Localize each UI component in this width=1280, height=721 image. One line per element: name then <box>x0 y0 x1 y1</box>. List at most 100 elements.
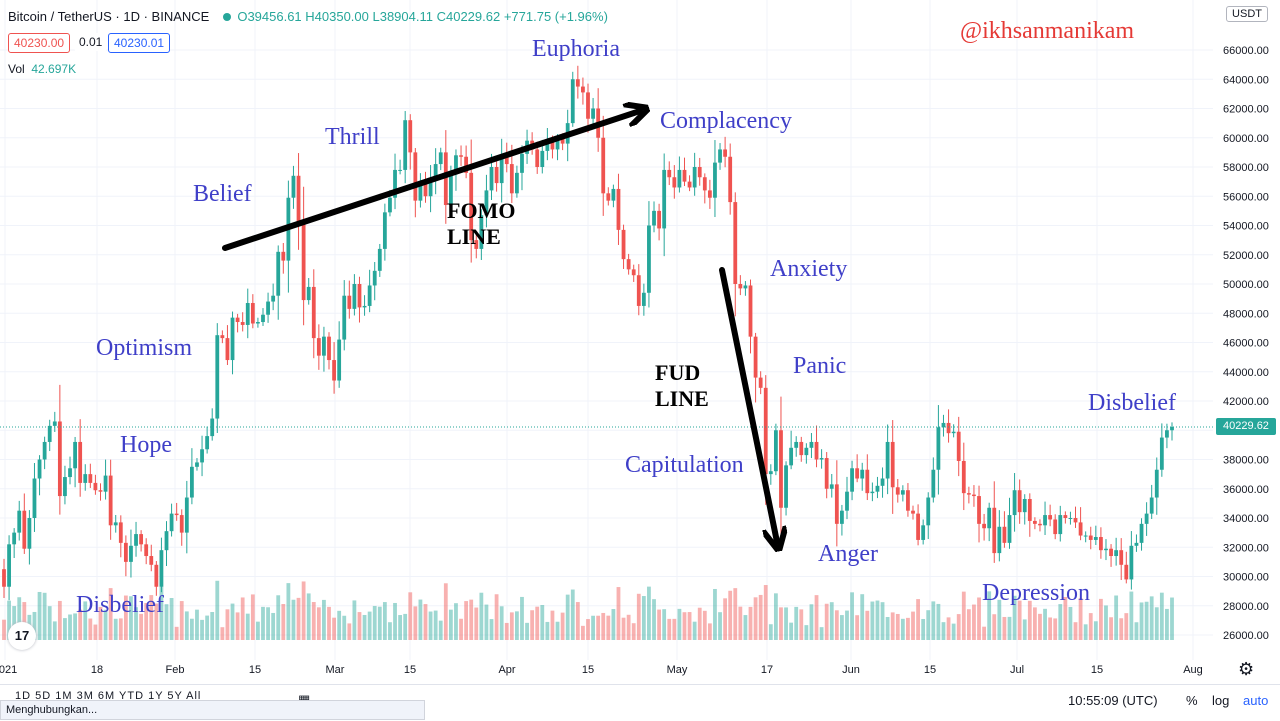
tradingview-logo-icon[interactable]: 17 <box>8 622 36 650</box>
volume-bar <box>525 622 529 640</box>
auto-scale-toggle[interactable]: auto <box>1243 693 1269 708</box>
candle-body <box>296 175 301 225</box>
volume-bar <box>1073 622 1078 640</box>
candle-body <box>702 177 707 191</box>
symbol-title[interactable]: Bitcoin / TetherUS · 1D · BINANCE <box>8 9 210 24</box>
price-tick-label: 60000.00 <box>1223 133 1269 145</box>
candle-body <box>22 510 27 549</box>
candle-body <box>164 531 169 551</box>
volume-bar <box>941 622 946 640</box>
volume-bar <box>936 603 941 640</box>
percent-toggle[interactable]: % <box>1186 693 1198 708</box>
volume-bar <box>301 581 306 640</box>
volume-bar <box>32 611 37 640</box>
candle-body <box>261 314 265 323</box>
candle-body <box>1088 535 1093 540</box>
volume-label: Vol <box>8 62 25 76</box>
volume-bar <box>42 592 47 640</box>
buy-price-button[interactable]: 40230.01 <box>108 33 171 53</box>
candle-body <box>987 507 992 529</box>
log-toggle[interactable]: log <box>1212 693 1230 708</box>
candle-body <box>459 155 463 157</box>
volume-bar <box>342 615 347 640</box>
volume-bar <box>93 624 98 640</box>
candle-body <box>474 240 479 249</box>
volume-bar <box>1099 598 1103 640</box>
volume-bar <box>946 617 951 640</box>
candle-body <box>1139 523 1144 543</box>
candle-body <box>1093 537 1098 540</box>
candle-body <box>73 441 77 469</box>
candle-body <box>337 339 342 381</box>
candle-body <box>443 152 448 206</box>
volume-bar <box>164 604 169 640</box>
volume-bar <box>281 603 286 640</box>
volume-bar <box>469 599 474 640</box>
volume-bar <box>906 617 910 640</box>
candle-body <box>327 336 331 361</box>
volume-bar <box>200 619 204 640</box>
candle-body <box>357 284 362 308</box>
price-axis-ticks: 66000.00 64000.00 62000.00 60000.00 58000.00… <box>1223 45 1269 642</box>
candle-body <box>652 210 656 226</box>
candle-body <box>195 462 199 467</box>
volume-bar <box>758 594 763 640</box>
volume-bar <box>509 612 514 640</box>
price-tick-label: 58000.00 <box>1223 162 1269 174</box>
volume-bar <box>332 617 336 640</box>
volume-bar <box>184 611 189 640</box>
utc-clock[interactable]: 10:55:09 (UTC) <box>1068 693 1158 708</box>
volume-bar <box>78 609 83 640</box>
candle-body <box>875 485 880 492</box>
volume-bar <box>890 612 895 640</box>
candle-body <box>139 534 144 545</box>
candle-body <box>32 478 37 518</box>
candle-body <box>281 251 286 261</box>
volume-bar <box>276 595 281 640</box>
gear-icon[interactable]: ⚙ <box>1238 659 1255 679</box>
candle-body <box>93 482 98 491</box>
date-range-selector[interactable]: 1D 5D 1M 3M 6M YTD 1Y 5Y All <box>15 690 202 702</box>
volume-bar <box>1114 595 1119 640</box>
candle-body <box>245 303 250 325</box>
candle-body <box>494 167 499 184</box>
volume-bar <box>560 612 565 640</box>
volume-bar <box>316 607 321 640</box>
volume-bar <box>189 618 194 640</box>
volume-bar <box>520 596 524 640</box>
volume-bar <box>144 602 149 640</box>
volume-bar <box>616 587 621 640</box>
sell-price-button[interactable]: 40230.00 <box>8 33 71 53</box>
volume-bar <box>266 607 270 640</box>
price-tick-label: 52000.00 <box>1223 250 1269 262</box>
volume-bar <box>1144 601 1149 640</box>
volume-bar <box>1149 596 1154 640</box>
candle-body <box>865 469 870 494</box>
volume-bar <box>139 613 144 640</box>
candle-body <box>972 494 976 497</box>
time-tick-label: 17 <box>761 664 773 676</box>
candle-body <box>169 513 174 532</box>
volume-bar <box>555 621 560 640</box>
candle-body <box>367 285 372 306</box>
volume-bar <box>118 618 123 640</box>
volume-bar <box>672 618 677 640</box>
volume-bar <box>1002 616 1007 640</box>
price-axis[interactable] <box>1213 0 1280 684</box>
volume-bar <box>515 611 519 640</box>
time-tick-label: Aug <box>1183 664 1203 676</box>
currency-badge[interactable]: USDT <box>1226 6 1268 22</box>
candle-body <box>149 556 154 565</box>
volume-bar <box>1068 606 1073 640</box>
volume-bar <box>829 602 834 640</box>
candle-body <box>570 79 575 124</box>
candle-body <box>83 474 88 483</box>
candle-body <box>499 155 504 184</box>
volume-bar <box>1154 607 1159 640</box>
candle-body <box>763 387 768 475</box>
candle-body <box>1144 513 1149 524</box>
candle-body <box>256 322 260 324</box>
candle-body <box>1048 515 1053 520</box>
candle-body <box>773 430 778 472</box>
